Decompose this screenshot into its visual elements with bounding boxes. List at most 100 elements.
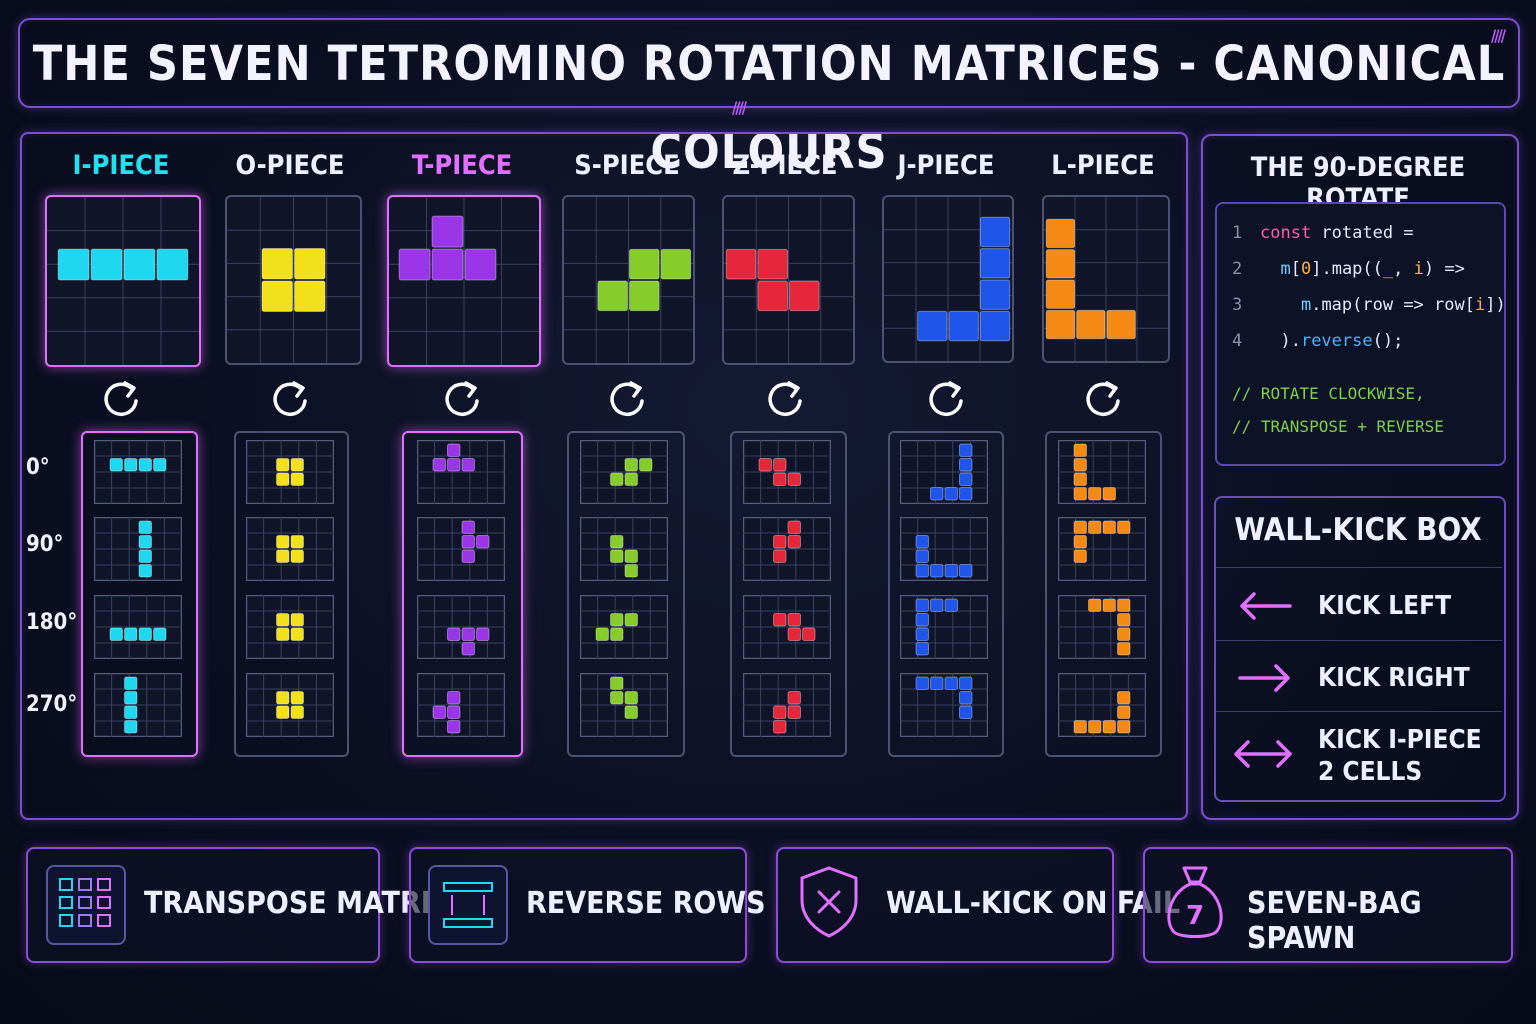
s-rotation-90deg bbox=[580, 517, 668, 581]
arrow-left-right-icon bbox=[1234, 740, 1292, 768]
j-rotation-stack bbox=[888, 431, 1004, 757]
j-mini-block bbox=[930, 676, 944, 690]
i-block bbox=[156, 248, 189, 281]
i-piece-label: I-PIECE bbox=[72, 150, 170, 181]
code-line-text: ).reverse(); bbox=[1260, 331, 1404, 351]
angle-label-90: 90° bbox=[26, 532, 64, 557]
o-piece-label: O-PIECE bbox=[235, 150, 345, 181]
i-block bbox=[57, 248, 90, 281]
s-mini-block bbox=[610, 472, 624, 486]
j-mini-block bbox=[930, 487, 944, 501]
l-piece-matrix bbox=[1042, 195, 1170, 363]
l-mini-block bbox=[1087, 598, 1101, 612]
z-mini-block bbox=[772, 720, 786, 734]
s-rotation-0deg bbox=[580, 440, 668, 504]
wall-kick-title: WALL-KICK BOX bbox=[1234, 512, 1482, 548]
o-mini-block bbox=[290, 535, 304, 549]
angle-label-0: 0° bbox=[26, 455, 50, 480]
i-rotation-0deg bbox=[93, 440, 182, 504]
j-block bbox=[979, 248, 1011, 279]
i-mini-block bbox=[123, 705, 137, 719]
i-mini-block bbox=[123, 627, 137, 641]
shield-x-icon bbox=[800, 866, 858, 938]
s-mini-block bbox=[610, 613, 624, 627]
j-rotation-0deg bbox=[900, 440, 988, 504]
o-mini-block bbox=[275, 627, 289, 641]
l-rotation-270deg bbox=[1057, 673, 1146, 737]
l-block bbox=[1045, 249, 1076, 279]
o-block bbox=[261, 280, 293, 313]
t-mini-block bbox=[461, 642, 475, 656]
o-rotation-0deg bbox=[245, 440, 334, 504]
t-mini-block bbox=[461, 627, 475, 641]
t-mini-block bbox=[461, 458, 475, 472]
s-mini-block bbox=[610, 549, 624, 563]
j-block bbox=[979, 310, 1011, 342]
t-mini-block bbox=[446, 691, 460, 705]
i-mini-block bbox=[123, 720, 137, 734]
l-mini-block bbox=[1087, 520, 1101, 534]
t-mini-block bbox=[475, 535, 489, 549]
o-rotation-stack bbox=[234, 431, 349, 757]
o-mini-block bbox=[275, 535, 289, 549]
s-mini-block bbox=[624, 613, 638, 627]
j-mini-block bbox=[944, 598, 958, 612]
z-mini-block bbox=[758, 458, 772, 472]
l-rotation-90deg bbox=[1057, 517, 1146, 581]
l-mini-block bbox=[1073, 720, 1087, 734]
t-rotation-180deg bbox=[416, 595, 505, 659]
i-mini-block bbox=[138, 520, 152, 534]
s-block bbox=[597, 280, 628, 312]
s-rotation-stack bbox=[567, 431, 685, 757]
o-mini-block bbox=[290, 691, 304, 705]
s-rotation-180deg bbox=[580, 595, 668, 659]
l-mini-block bbox=[1116, 613, 1130, 627]
j-mini-block bbox=[959, 676, 973, 690]
kick-i-piece-label: KICK I-PIECE 2 CELLS bbox=[1318, 725, 1482, 787]
i-block bbox=[90, 248, 123, 281]
bag-seven-icon: 7 bbox=[1167, 866, 1223, 938]
j-mini-block bbox=[915, 535, 929, 549]
code-comment: // ROTATE CLOCKWISE, bbox=[1232, 384, 1425, 403]
z-mini-block bbox=[787, 705, 801, 719]
l-block bbox=[1045, 279, 1076, 309]
o-mini-block bbox=[290, 627, 304, 641]
title-bar: THE SEVEN TETROMINO ROTATION MATRICES - … bbox=[18, 18, 1520, 180]
i-rotation-180deg bbox=[93, 595, 182, 659]
i-mini-block bbox=[138, 564, 152, 578]
code-line-text: const rotated = bbox=[1260, 223, 1414, 243]
divider bbox=[1216, 711, 1502, 712]
o-block bbox=[294, 247, 326, 280]
kick-right-label: KICK RIGHT bbox=[1318, 663, 1470, 693]
s-rotation-270deg bbox=[580, 673, 668, 737]
j-mini-block bbox=[959, 472, 973, 486]
j-mini-block bbox=[959, 443, 973, 457]
o-rotation-90deg bbox=[245, 517, 334, 581]
j-mini-block bbox=[915, 598, 929, 612]
t-mini-block bbox=[446, 458, 460, 472]
o-mini-block bbox=[275, 458, 289, 472]
j-piece-label: J-PIECE bbox=[897, 150, 995, 181]
l-mini-block bbox=[1087, 487, 1101, 501]
code-line-number: 3 bbox=[1232, 295, 1243, 315]
t-mini-block bbox=[432, 458, 446, 472]
j-mini-block bbox=[944, 676, 958, 690]
l-mini-block bbox=[1073, 472, 1087, 486]
l-mini-block bbox=[1073, 520, 1087, 534]
i-mini-block bbox=[152, 458, 166, 472]
s-block bbox=[629, 248, 660, 280]
z-piece-matrix bbox=[722, 195, 855, 365]
decor-slashes-bottom: //// bbox=[732, 98, 747, 117]
j-mini-block bbox=[959, 705, 973, 719]
s-mini-block bbox=[610, 535, 624, 549]
kick-left-label: KICK LEFT bbox=[1318, 591, 1452, 621]
l-piece-label: L-PIECE bbox=[1051, 150, 1155, 181]
o-mini-block bbox=[290, 549, 304, 563]
t-block bbox=[431, 215, 464, 248]
l-block bbox=[1076, 309, 1106, 340]
s-mini-block bbox=[624, 549, 638, 563]
l-rotation-0deg bbox=[1057, 440, 1146, 504]
j-mini-block bbox=[959, 564, 973, 578]
o-rotation-180deg bbox=[245, 595, 334, 659]
l-block bbox=[1045, 309, 1076, 340]
